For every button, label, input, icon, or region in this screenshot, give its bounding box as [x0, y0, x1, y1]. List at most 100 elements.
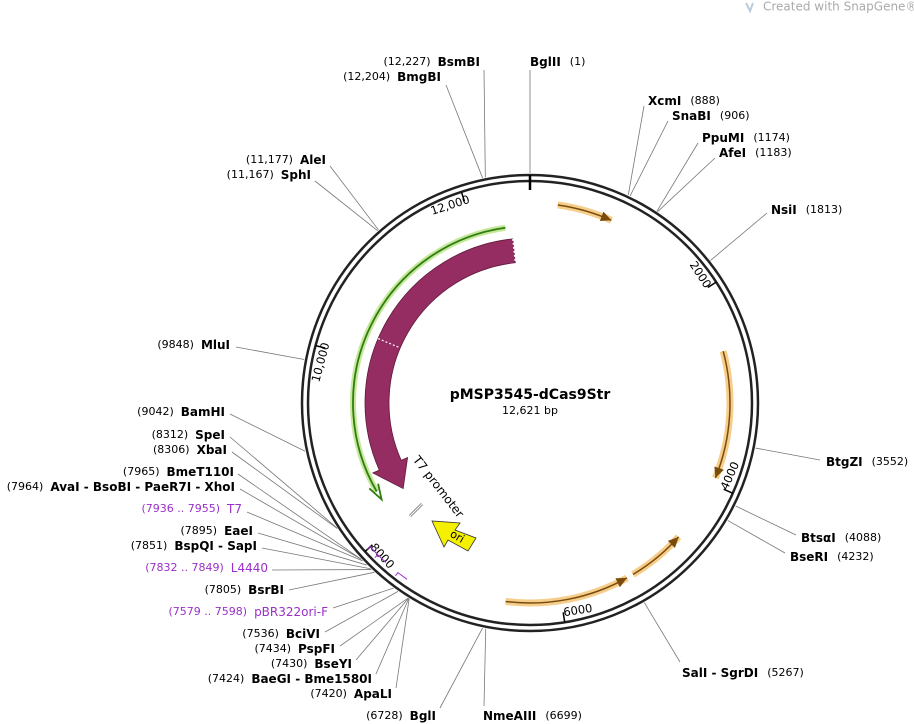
ori-arrow: [431, 520, 477, 552]
primer-mark: [374, 554, 387, 563]
site-name: BseYI: [314, 657, 352, 671]
ruler-tick: [562, 612, 566, 623]
site-label: PpuMI (1174): [702, 131, 790, 145]
ruler-tick: [707, 281, 717, 289]
site-position: (7851): [131, 539, 168, 552]
site-name: MluI: [201, 338, 230, 352]
site-position: (4232): [837, 550, 874, 563]
site-label: (9848) MluI: [157, 338, 230, 352]
site-label: BseRI (4232): [790, 550, 874, 564]
leader-line: [314, 180, 378, 232]
dcas9-split: [377, 337, 401, 349]
site-name: AvaI - BsoBI - PaeR7I - XhoI: [50, 480, 235, 494]
site-label: BtsαI (4088): [801, 531, 881, 545]
site-name: BglII: [530, 55, 561, 69]
ruler-tick: [460, 191, 466, 202]
site-position: (4088): [845, 531, 882, 544]
leader-line: [657, 157, 716, 212]
leader-line: [445, 84, 483, 179]
site-position: (1813): [806, 203, 843, 216]
leader-line: [627, 105, 645, 196]
feature-arrowhead: [368, 483, 384, 502]
site-name: NsiI: [771, 203, 797, 217]
site-position: (7434): [254, 642, 291, 655]
site-name: XcmI: [648, 94, 681, 108]
orange-head: [599, 211, 612, 221]
leader-line: [231, 451, 338, 529]
site-label: (7430) BseYI: [271, 657, 352, 671]
site-name: XbaI: [197, 443, 227, 457]
site-position: (1): [570, 55, 586, 68]
site-label: NsiI (1813): [771, 203, 842, 217]
site-label: (7936 .. 7955) T7: [141, 502, 242, 516]
site-label: (7964) AvaI - BsoBI - PaeR7I - XhoI: [7, 480, 235, 494]
site-label: (7805) BsrBI: [205, 583, 284, 597]
site-position: (8306): [153, 443, 190, 456]
site-position: (1183): [755, 146, 792, 159]
leader-line: [324, 591, 399, 633]
site-label: BtgZI (3552): [826, 455, 908, 469]
site-position: (7424): [208, 672, 245, 685]
site-position: (8312): [152, 428, 189, 441]
site-name: BamHI: [181, 405, 225, 419]
site-label: SnaBI (906): [672, 109, 750, 123]
site-position: (11,167): [227, 168, 274, 181]
site-position: (7965): [123, 465, 160, 478]
site-label: (7424) BaeGI - Bme1580I: [208, 672, 372, 686]
leader-line: [257, 532, 367, 566]
site-name: SnaBI: [672, 109, 711, 123]
leader-line: [246, 511, 364, 562]
plasmid-length: 12,621 bp: [502, 404, 558, 417]
site-label: (7536) BciVI: [242, 627, 320, 641]
dcas9-end: [512, 238, 516, 263]
site-name: BmeT110I: [167, 465, 235, 479]
leader-line: [235, 346, 305, 360]
primer-mark: [366, 545, 379, 556]
site-name: L4440: [231, 561, 268, 575]
site-position: (11,177): [246, 153, 293, 166]
site-position: (7805): [205, 583, 242, 596]
site-name: BmgBI: [397, 70, 441, 84]
orange-arc: [505, 577, 628, 604]
site-label: (8312) SpeI: [152, 428, 225, 442]
site-label: (12,227) BsmBI: [384, 55, 480, 69]
site-label: BglII (1): [530, 55, 585, 69]
site-label: (11,177) AleI: [246, 153, 326, 167]
feature-label: ori: [448, 527, 467, 545]
site-name: PpuMI: [702, 131, 744, 145]
site-position: (3552): [872, 455, 909, 468]
leader-line: [375, 598, 410, 675]
dcas9-arrow: [364, 238, 516, 490]
site-position: (7936 .. 7955): [141, 502, 220, 515]
site-position: (7832 .. 7849): [145, 561, 224, 574]
site-name: SpeI: [195, 428, 225, 442]
site-position: (12,204): [343, 70, 390, 83]
site-label: (12,204) BmgBI: [343, 70, 441, 84]
site-label: (7851) BspQI - SapI: [131, 539, 257, 553]
site-position: (1174): [753, 131, 790, 144]
leader-line: [483, 69, 486, 178]
logo: [745, 2, 754, 14]
site-position: (5267): [767, 666, 804, 679]
site-name: PspFI: [298, 642, 335, 656]
site-position: (7430): [271, 657, 308, 670]
site-name: BsmBI: [438, 55, 480, 69]
feature-arc: [352, 226, 506, 492]
leader-line: [261, 547, 371, 570]
leader-line: [329, 165, 379, 231]
orange-head: [714, 466, 724, 478]
watermark: Created with SnapGene®: [763, 0, 914, 14]
site-position: (7895): [181, 524, 218, 537]
site-name: AleI: [300, 153, 326, 167]
leader-line: [395, 598, 410, 689]
site-label: NmeAIII (6699): [483, 709, 582, 723]
ruler-label: 6000: [562, 601, 593, 619]
site-name: SphI: [281, 168, 311, 182]
site-name: SalI - SgrDI: [682, 666, 758, 680]
site-label: AfeI (1183): [719, 146, 792, 160]
site-label: (6728) BglI: [366, 709, 436, 723]
site-name: BaeGI - Bme1580I: [251, 672, 372, 686]
site-label: SalI - SgrDI (5267): [682, 666, 804, 680]
leader-line: [355, 598, 409, 661]
